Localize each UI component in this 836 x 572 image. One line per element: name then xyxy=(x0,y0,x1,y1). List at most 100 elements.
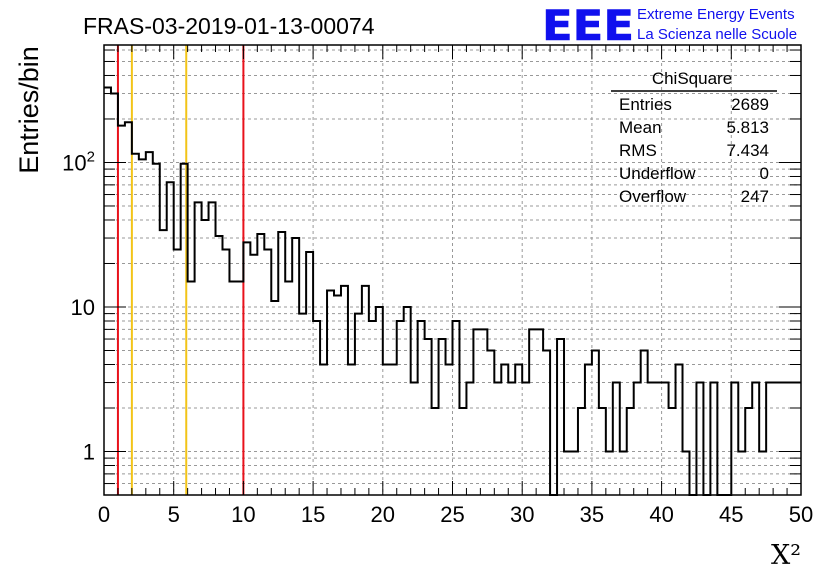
histogram-bin xyxy=(522,383,529,495)
stats-box: ChiSquare Entries 2689 Mean 5.813 RMS 7.… xyxy=(611,69,777,206)
histogram-bin xyxy=(620,451,627,495)
histogram-bin xyxy=(731,383,738,495)
stats-entries-value: 2689 xyxy=(731,95,769,114)
histogram-bin xyxy=(188,282,195,495)
histogram-bin xyxy=(222,249,229,495)
stats-rms-label: RMS xyxy=(619,141,657,160)
histogram-bin xyxy=(780,383,787,495)
x-tick-labels: 0 5 10 15 20 25 30 35 40 45 50 xyxy=(98,502,813,527)
histogram-bin xyxy=(759,451,766,495)
x-tick-label: 5 xyxy=(168,502,180,527)
stats-underflow-value: 0 xyxy=(760,164,769,183)
histogram-bin xyxy=(557,339,564,495)
histogram-bin xyxy=(571,451,578,495)
plot-frame xyxy=(103,44,802,496)
y-tick-labels: 1 10 102 xyxy=(62,148,95,464)
histogram-bin xyxy=(125,122,132,495)
histogram-bin xyxy=(543,350,550,495)
histogram-bin xyxy=(592,350,599,495)
histogram-bin xyxy=(411,383,418,495)
histogram-bin xyxy=(766,383,773,495)
histogram-bin xyxy=(696,383,703,495)
histogram-bin xyxy=(299,314,306,495)
histogram-bin xyxy=(655,383,662,495)
histogram-bin xyxy=(118,126,125,495)
histogram-bin xyxy=(313,321,320,495)
histogram-bin xyxy=(376,307,383,495)
histogram-bin xyxy=(404,307,411,495)
histogram-bin xyxy=(250,255,257,495)
histogram-bin xyxy=(508,383,515,495)
histogram-bin xyxy=(139,159,146,495)
stats-overflow-value: 247 xyxy=(741,187,769,206)
histogram-bin xyxy=(104,88,111,495)
histogram-bin xyxy=(153,164,160,495)
x-tick-label: 50 xyxy=(789,502,813,527)
histogram-bin xyxy=(599,408,606,495)
stats-underflow-label: Underflow xyxy=(619,164,696,183)
histogram-bin xyxy=(683,451,690,495)
histogram-bin xyxy=(466,383,473,495)
histogram-bin xyxy=(446,364,453,495)
histogram-bin xyxy=(745,408,752,495)
stats-overflow-label: Overflow xyxy=(619,187,687,206)
histogram-bin xyxy=(334,296,341,495)
y-tick-label: 1 xyxy=(83,439,95,464)
histogram-bin xyxy=(710,383,717,495)
histogram-bin xyxy=(487,350,494,495)
x-axis-label: X² xyxy=(771,540,801,571)
run-title: FRAS-03-2019-01-13-00074 xyxy=(83,13,375,39)
eee-logo: EEE Extreme Energy Events La Scienza nel… xyxy=(542,1,797,51)
histogram-bin xyxy=(669,408,676,495)
histogram-bin xyxy=(459,408,466,495)
histogram-bin xyxy=(613,383,620,495)
stats-entries-label: Entries xyxy=(619,95,672,114)
histogram-bin xyxy=(320,364,327,495)
histogram-bin xyxy=(243,242,250,495)
x-tick-label: 40 xyxy=(649,502,673,527)
histogram-bin xyxy=(752,383,759,495)
x-tick-label: 15 xyxy=(301,502,325,527)
histogram-bin xyxy=(327,291,334,495)
histogram-bin xyxy=(453,321,460,495)
histogram-series xyxy=(104,86,801,496)
histogram-bin xyxy=(738,451,745,495)
logo-line1: Extreme Energy Events xyxy=(637,6,795,23)
histogram-bin xyxy=(292,238,299,495)
x-tick-label: 30 xyxy=(510,502,534,527)
histogram-bin xyxy=(111,94,118,495)
histogram-bin xyxy=(794,383,801,495)
histogram-bin xyxy=(202,220,209,495)
histogram-bin xyxy=(341,286,348,495)
histogram-bin xyxy=(390,364,397,495)
stats-rms-value: 7.434 xyxy=(726,141,769,160)
histogram-bin xyxy=(236,282,243,495)
histogram-bin xyxy=(160,230,167,495)
histogram-bin xyxy=(264,249,271,495)
histogram-bin xyxy=(648,383,655,495)
y-tick-label: 102 xyxy=(62,148,95,175)
logo-letters: EEE xyxy=(542,1,634,50)
histogram-bin xyxy=(348,364,355,495)
histogram-bin xyxy=(627,408,634,495)
histogram-bin xyxy=(209,202,216,495)
histogram-bin xyxy=(174,249,181,495)
histogram-bin xyxy=(369,321,376,495)
histogram-bin xyxy=(132,154,139,495)
x-tick-label: 45 xyxy=(719,502,743,527)
histogram-bin xyxy=(515,364,522,495)
histogram-bin xyxy=(480,329,487,495)
x-tick-label: 25 xyxy=(440,502,464,527)
histogram-bin xyxy=(418,321,425,495)
histogram-bin xyxy=(662,383,669,495)
histogram-bin xyxy=(383,364,390,495)
histogram-bin xyxy=(425,339,432,495)
histogram-bin xyxy=(181,164,188,495)
x-tick-label: 0 xyxy=(98,502,110,527)
histogram-bin xyxy=(355,314,362,495)
histogram-bin xyxy=(606,451,613,495)
histogram-bin xyxy=(146,152,153,495)
histogram-bin xyxy=(787,383,794,495)
stats-title: ChiSquare xyxy=(652,69,732,88)
